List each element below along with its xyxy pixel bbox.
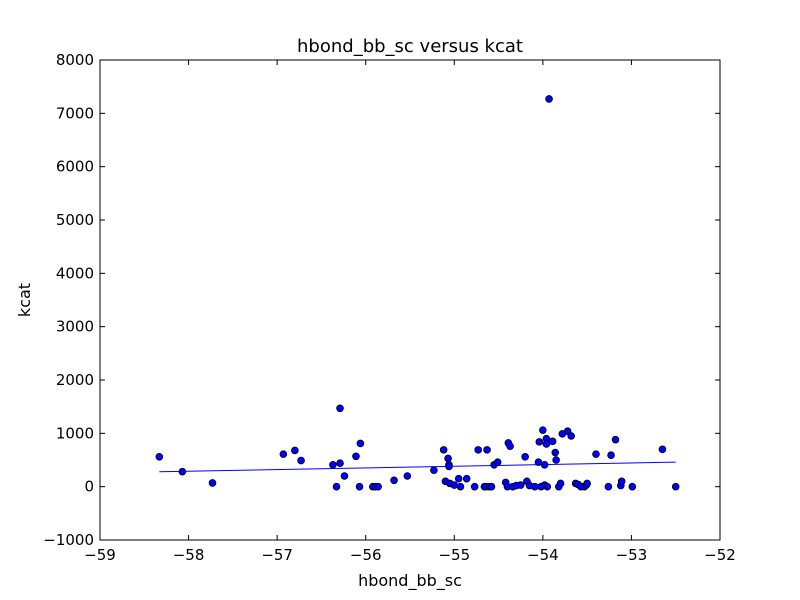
data-point: [543, 482, 552, 491]
data-point: [155, 452, 164, 461]
fit-line-group: [159, 461, 676, 473]
data-point: [551, 448, 560, 457]
data-point: [445, 462, 453, 471]
data-point: [430, 466, 438, 474]
data-point: [352, 452, 360, 461]
data-point: [279, 450, 288, 458]
data-point: [297, 456, 305, 465]
chart-title: hbond_bb_sc versus kcat: [297, 36, 523, 57]
x-tick-label: −58: [173, 546, 205, 564]
data-point: [462, 474, 471, 483]
y-tick-label: 4000: [56, 264, 94, 282]
data-point: [336, 404, 344, 413]
data-point: [329, 460, 337, 469]
data-point: [534, 458, 543, 466]
data-point: [592, 450, 600, 458]
data-point: [539, 426, 547, 434]
data-point: [332, 482, 341, 491]
x-tick-label: −56: [350, 546, 382, 564]
data-point: [545, 95, 553, 103]
data-point: [617, 477, 626, 486]
data-point: [516, 481, 525, 489]
data-point: [535, 438, 544, 446]
data-point: [531, 482, 539, 491]
data-point: [607, 451, 615, 460]
data-point: [628, 482, 637, 491]
data-point: [583, 479, 591, 488]
x-tick-label: −52: [704, 546, 736, 564]
y-tick-label: 0: [84, 478, 94, 496]
data-point: [390, 476, 398, 485]
data-point: [483, 446, 491, 454]
data-point: [548, 437, 557, 446]
data-point: [444, 454, 452, 463]
data-point: [521, 452, 529, 461]
data-point: [454, 474, 463, 483]
data-point: [658, 445, 667, 454]
data-point: [374, 482, 382, 491]
plot-frame: [99, 59, 721, 541]
y-tick-label: 8000: [56, 51, 94, 69]
data-point: [604, 482, 613, 491]
tick-group: −59 −58 −57 −56 −55 −54 −53 −52 −1000 0 1000 2000 30…: [43, 51, 736, 564]
data-point: [208, 479, 217, 487]
y-tick-label: 3000: [56, 318, 94, 336]
data-point: [540, 460, 549, 469]
data-point: [439, 446, 448, 454]
data-point: [340, 472, 349, 480]
data-point: [356, 439, 365, 448]
data-point: [487, 482, 496, 491]
data-point: [355, 482, 364, 491]
data-point: [291, 446, 299, 455]
data-point: [470, 482, 479, 491]
data-point: [178, 467, 187, 476]
data-point: [403, 472, 412, 480]
data-point: [556, 479, 565, 488]
x-tick-label: −57: [261, 546, 293, 564]
x-tick-label: −59: [84, 546, 116, 564]
y-tick-label: 1000: [56, 424, 94, 442]
y-axis-label: kcat: [15, 283, 34, 317]
data-point: [450, 481, 459, 489]
regression-line: [159, 461, 676, 473]
data-point: [456, 482, 465, 491]
x-tick-label: −54: [527, 546, 559, 564]
points-group: [155, 95, 680, 491]
y-tick-label: −1000: [43, 531, 94, 549]
data-point: [671, 482, 680, 491]
y-tick-label: 5000: [56, 211, 94, 229]
data-point: [336, 459, 344, 468]
y-tick-label: 7000: [56, 104, 94, 122]
data-point: [542, 440, 551, 448]
y-tick-label: 6000: [56, 158, 94, 176]
x-tick-label: −53: [616, 546, 648, 564]
x-axis-label: hbond_bb_sc: [358, 571, 462, 591]
data-point: [567, 432, 575, 440]
data-point: [506, 442, 514, 450]
data-point: [474, 446, 483, 454]
data-point: [552, 456, 560, 464]
y-tick-label: 2000: [56, 371, 94, 389]
data-point: [493, 458, 502, 466]
x-tick-label: −55: [438, 546, 470, 564]
data-point: [611, 435, 620, 444]
